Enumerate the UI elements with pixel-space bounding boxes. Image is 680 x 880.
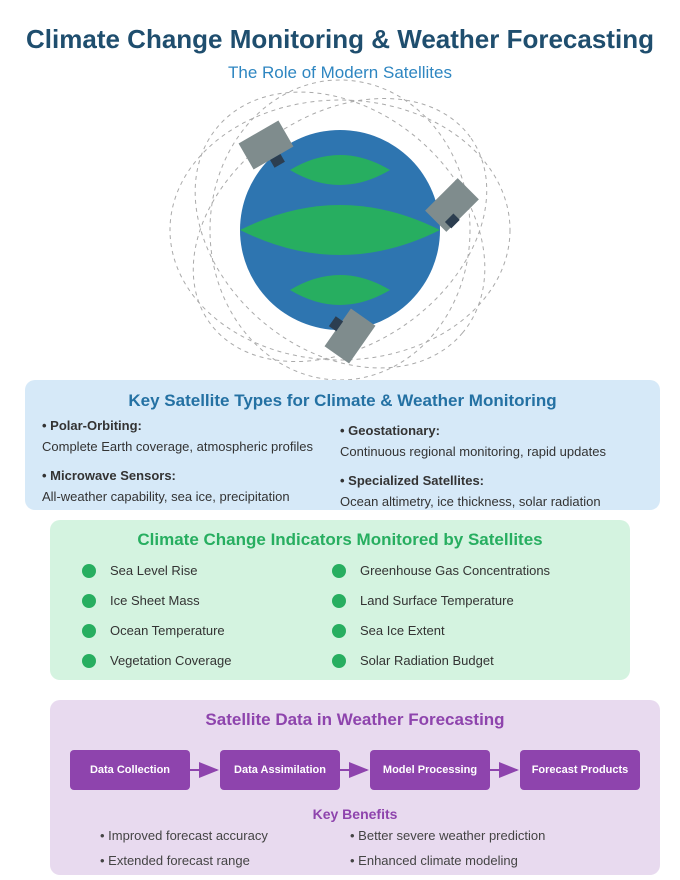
- indicator-dot-icon: [332, 653, 346, 668]
- indicator-dot-icon: [82, 653, 96, 668]
- step-forecast-products: Forecast Products: [520, 750, 640, 790]
- benefit-item: • Enhanced climate modeling: [350, 853, 518, 868]
- indicator-item: Land Surface Temperature: [332, 593, 514, 608]
- climate-indicators-panel: Climate Change Indicators Monitored by S…: [50, 520, 630, 680]
- satellite: [324, 308, 376, 364]
- indicator-item: Sea Ice Extent: [332, 623, 445, 638]
- indicator-item: Ice Sheet Mass: [82, 593, 200, 608]
- orbit-paths: [169, 79, 511, 380]
- earth-satellite-illustration: [169, 79, 511, 380]
- indicator-item: Vegetation Coverage: [82, 653, 231, 668]
- satellite: [238, 120, 294, 170]
- weather-forecasting-panel: Satellite Data in Weather Forecasting Da…: [50, 700, 660, 875]
- process-arrows: [190, 762, 519, 778]
- satellite-type-name: • Microwave Sensors:: [42, 468, 176, 483]
- key-benefits-heading: Key Benefits: [312, 806, 398, 822]
- orbit-path: [169, 99, 511, 361]
- indicator-label: Ocean Temperature: [110, 623, 225, 638]
- satellite-type-polar: • Polar-Orbiting: Complete Earth coverag…: [42, 418, 313, 454]
- orbit-path: [194, 91, 486, 369]
- satellite-types-panel: Key Satellite Types for Climate & Weathe…: [25, 380, 660, 510]
- continent: [290, 275, 390, 305]
- satellite-type-name: • Polar-Orbiting:: [42, 418, 142, 433]
- orbit-path: [209, 79, 471, 380]
- satellite-type-name: • Geostationary:: [340, 423, 440, 438]
- indicator-label: Sea Ice Extent: [360, 623, 445, 638]
- continent: [240, 205, 440, 255]
- satellite-type-geostationary: • Geostationary: Continuous regional mon…: [340, 423, 606, 459]
- weather-forecasting-heading: Satellite Data in Weather Forecasting: [205, 710, 505, 729]
- indicator-label: Solar Radiation Budget: [360, 653, 494, 668]
- page-subtitle: The Role of Modern Satellites: [228, 63, 452, 82]
- indicator-item: Sea Level Rise: [82, 563, 197, 578]
- continent: [290, 155, 390, 185]
- page-title: Climate Change Monitoring & Weather Fore…: [26, 24, 654, 54]
- indicator-label: Greenhouse Gas Concentrations: [360, 563, 551, 578]
- satellite-type-desc: Ocean altimetry, ice thickness, solar ra…: [340, 494, 601, 509]
- indicator-dot-icon: [82, 563, 96, 578]
- indicator-item: Ocean Temperature: [82, 623, 225, 638]
- satellite-types-heading: Key Satellite Types for Climate & Weathe…: [128, 391, 557, 410]
- indicator-dot-icon: [332, 623, 346, 638]
- indicator-item: Solar Radiation Budget: [332, 653, 494, 668]
- indicator-dot-icon: [82, 623, 96, 638]
- benefit-item: • Better severe weather prediction: [350, 828, 546, 843]
- indicator-label: Vegetation Coverage: [110, 653, 232, 668]
- indicator-label: Sea Level Rise: [110, 563, 198, 578]
- indicator-label: Land Surface Temperature: [360, 593, 514, 608]
- benefit-item: • Extended forecast range: [100, 853, 250, 868]
- satellite-type-name: • Specialized Satellites:: [340, 473, 484, 488]
- climate-indicators-heading: Climate Change Indicators Monitored by S…: [137, 530, 543, 549]
- indicator-item: Greenhouse Gas Concentrations: [332, 563, 550, 578]
- indicator-dot-icon: [332, 593, 346, 608]
- indicator-dot-icon: [332, 563, 346, 578]
- benefit-item: • Improved forecast accuracy: [100, 828, 268, 843]
- step-data-collection: Data Collection: [70, 750, 190, 790]
- step-model-processing: Model Processing: [370, 750, 490, 790]
- satellite: [425, 178, 479, 232]
- indicator-label: Ice Sheet Mass: [110, 593, 200, 608]
- satellite-type-microwave: • Microwave Sensors: All-weather capabil…: [42, 468, 290, 504]
- satellite-type-desc: Complete Earth coverage, atmospheric pro…: [42, 439, 313, 454]
- satellite-type-desc: Continuous regional monitoring, rapid up…: [340, 444, 606, 459]
- indicator-dot-icon: [82, 593, 96, 608]
- satellite-type-specialized: • Specialized Satellites: Ocean altimetr…: [340, 473, 601, 509]
- step-data-assimilation: Data Assimilation: [220, 750, 340, 790]
- satellite-type-desc: All-weather capability, sea ice, precipi…: [42, 489, 290, 504]
